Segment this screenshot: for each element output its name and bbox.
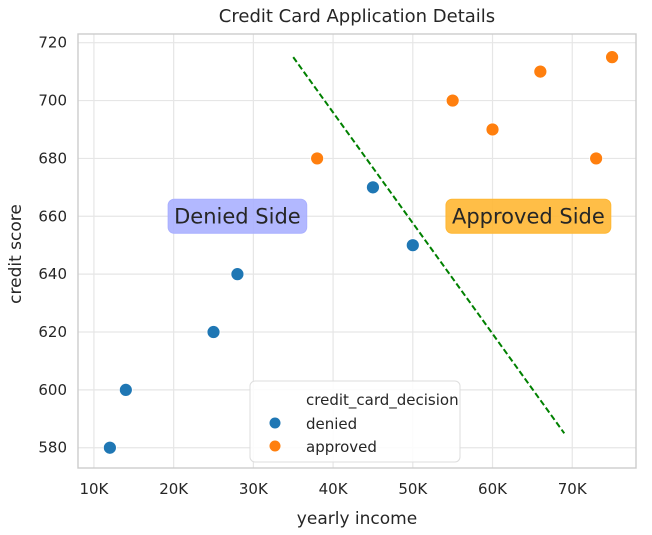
point-denied (366, 180, 380, 195)
point-approved (485, 122, 500, 137)
point-denied (102, 440, 117, 455)
point-denied (206, 325, 221, 339)
y-tick-label: 660 (38, 207, 67, 225)
x-axis-title: yearly income (297, 509, 417, 529)
x-tick-label: 30K (239, 480, 269, 498)
decision-boundary-line (292, 56, 566, 434)
legend-title: credit_card_decision (306, 391, 459, 410)
y-tick-label: 640 (38, 265, 67, 283)
point-denied (118, 382, 133, 397)
point-denied (230, 267, 245, 282)
y-tick-label: 620 (38, 323, 67, 341)
data-points (102, 50, 619, 455)
annotation-label: Approved Side (452, 204, 605, 228)
annotation-1: Approved Side (445, 198, 612, 234)
point-approved (533, 64, 548, 79)
point-denied (405, 238, 420, 253)
annotation-box (445, 198, 612, 234)
y-tick-label: 720 (38, 34, 67, 52)
point-approved (310, 151, 325, 166)
x-axis-ticks: 10K 20K 30K 40K 50K 60K 70K (79, 480, 587, 498)
annotation-box (167, 198, 308, 234)
legend-label-denied: denied (306, 415, 357, 433)
y-axis-title: credit score (6, 204, 26, 304)
y-tick-label: 600 (38, 381, 67, 399)
x-tick-label: 60K (478, 480, 508, 498)
annotation-label: Denied Side (174, 204, 301, 228)
grid-lines (78, 34, 636, 468)
x-tick-label: 10K (79, 480, 109, 498)
legend-label-approved: approved (306, 438, 377, 456)
legend: credit_card_decision denied approved (249, 380, 461, 463)
point-approved (605, 50, 619, 65)
x-tick-label: 70K (558, 480, 588, 498)
legend-box (249, 380, 461, 463)
x-tick-label: 40K (319, 480, 349, 498)
legend-marker-denied (269, 417, 281, 429)
y-axis-ticks: 580 600 620 640 660 680 700 720 (38, 34, 67, 457)
y-tick-label: 680 (38, 149, 67, 167)
plot-area-frame (77, 33, 637, 469)
legend-marker-approved (269, 440, 281, 452)
annotation-0: Denied Side (167, 198, 308, 234)
x-tick-label: 20K (159, 480, 189, 498)
y-tick-label: 700 (38, 92, 67, 110)
x-tick-label: 50K (398, 480, 428, 498)
y-tick-label: 580 (38, 439, 67, 457)
annotations: Denied Side Approved Side (167, 198, 612, 234)
chart-title: Credit Card Application Details (219, 6, 495, 27)
point-approved (445, 93, 460, 108)
point-approved (589, 151, 604, 166)
